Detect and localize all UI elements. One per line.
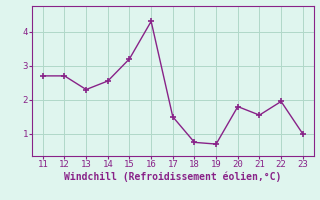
- X-axis label: Windchill (Refroidissement éolien,°C): Windchill (Refroidissement éolien,°C): [64, 172, 282, 182]
